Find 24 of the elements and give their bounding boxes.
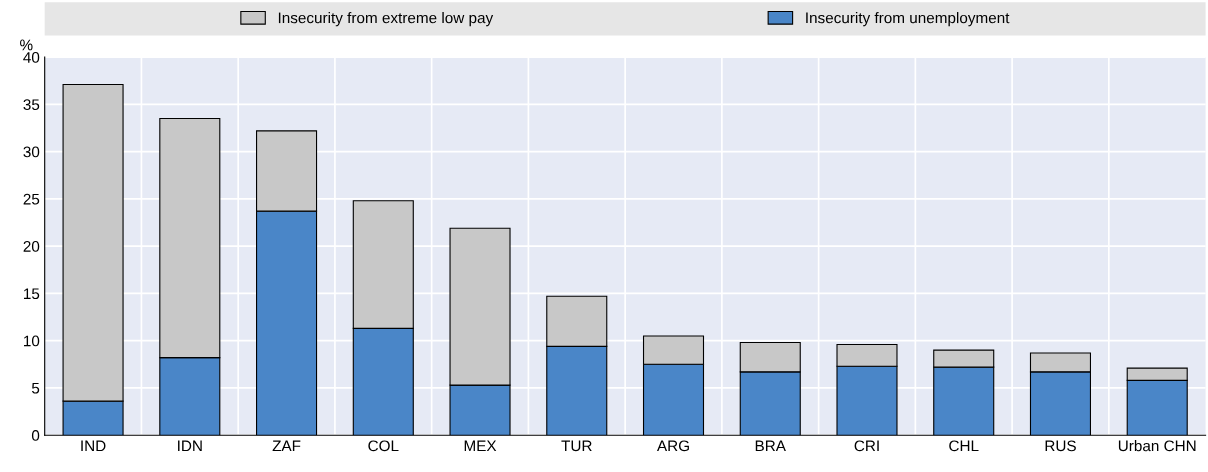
x-tick-label: TUR [561, 440, 592, 452]
y-axis-title: % [20, 39, 33, 51]
y-tick-label: 30 [23, 146, 40, 158]
x-tick-label: ZAF [272, 440, 301, 452]
x-tick-label: IDN [178, 440, 202, 452]
y-tick-label: 20 [23, 241, 40, 252]
x-tick-label: Urban CHN [1118, 440, 1196, 452]
legend-label: Insecurity from extreme low pay [278, 12, 494, 27]
y-tick-label: 5 [31, 382, 40, 394]
x-tick-label: RUS [1045, 440, 1076, 452]
legend-label: Insecurity from unemployment [806, 12, 1010, 27]
y-tick-label: 40 [23, 51, 40, 63]
y-tick-label: 25 [23, 193, 40, 205]
y-tick-label: 15 [24, 288, 40, 300]
x-tick-label: COL [368, 440, 399, 452]
x-tick-label: CRI [854, 440, 879, 452]
x-tick-label: ARG [656, 440, 689, 452]
x-tick-label: MEX [464, 440, 497, 452]
y-tick-label: 0 [31, 430, 40, 441]
x-tick-label: CHL [949, 440, 979, 452]
x-tick-label: BRA [755, 440, 786, 452]
y-tick-label: 35 [23, 99, 40, 111]
y-tick-label: 10 [24, 335, 40, 347]
x-tick-label: IND [81, 440, 106, 452]
